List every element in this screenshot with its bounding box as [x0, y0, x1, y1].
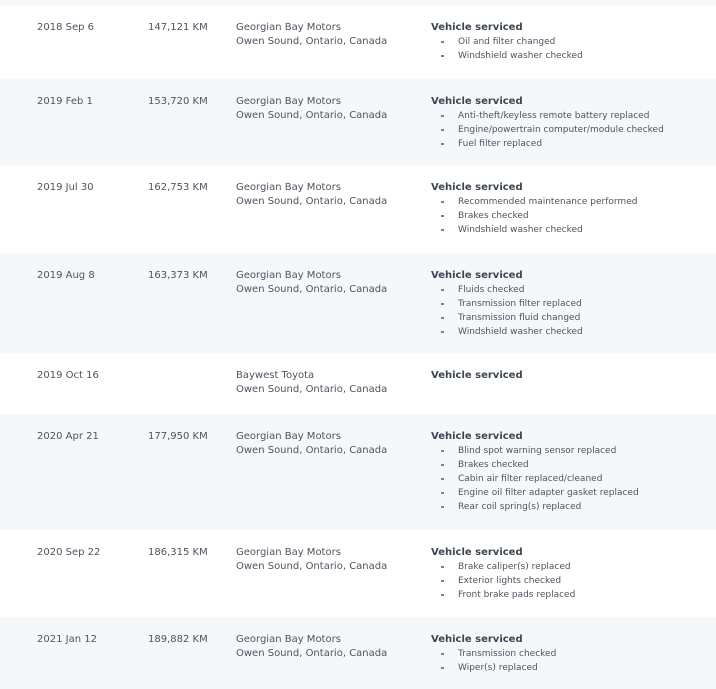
- record-date: 2020 Apr 21: [37, 431, 99, 442]
- record-title: Vehicle serviced: [431, 22, 523, 33]
- record-details: Vehicle serviced Transmission checked Wipe…: [431, 633, 556, 675]
- shop-name: Baywest Toyota: [236, 370, 315, 381]
- service-items: Blind spot warning sensor replaced Brakes…: [431, 444, 639, 514]
- service-item: Wiper(s) replaced: [431, 661, 556, 675]
- record-odometer: 177,950 KM: [148, 431, 208, 442]
- record-location: Georgian Bay Motors Owen Sound, Ontario, …: [236, 269, 387, 297]
- shop-city: Owen Sound, Ontario, Canada: [236, 384, 388, 395]
- record-odometer: 162,753 KM: [148, 182, 208, 193]
- service-item: Recommended maintenance performed: [431, 195, 637, 209]
- service-record-row: 2020 Sep 22 186,315 KM Georgian Bay Motors…: [0, 530, 716, 617]
- service-items: Fluids checked Transmission filter replac…: [431, 283, 583, 339]
- record-odometer: 153,720 KM: [148, 96, 208, 107]
- record-details: Vehicle serviced Brake caliper(s) replace…: [431, 546, 575, 602]
- shop-city: Owen Sound, Ontario, Canada: [236, 561, 388, 572]
- service-items: Anti-theft/keyless remote battery replac…: [431, 109, 664, 151]
- record-odometer: 186,315 KM: [148, 547, 208, 558]
- service-item: Brakes checked: [431, 458, 639, 472]
- service-item: Anti-theft/keyless remote battery replac…: [431, 109, 664, 123]
- service-record-row: 2021 Jan 12 189,882 KM Georgian Bay Motors…: [0, 617, 716, 689]
- shop-city: Owen Sound, Ontario, Canada: [236, 648, 388, 659]
- service-item: Front brake pads replaced: [431, 588, 575, 602]
- record-location: Georgian Bay Motors Owen Sound, Ontario, …: [236, 633, 387, 661]
- shop-city: Owen Sound, Ontario, Canada: [236, 196, 388, 207]
- service-items: Transmission checked Wiper(s) replaced: [431, 647, 556, 675]
- service-item: Exterior lights checked: [431, 574, 575, 588]
- record-date: 2021 Jan 12: [37, 634, 97, 645]
- service-item: Blind spot warning sensor replaced: [431, 444, 639, 458]
- service-item: Transmission checked: [431, 647, 556, 661]
- service-record-row: 2019 Oct 16 Baywest Toyota Owen Sound, Ont…: [0, 353, 716, 414]
- service-item: Rear coil spring(s) replaced: [431, 500, 639, 514]
- record-details: Vehicle serviced Recommended maintenance …: [431, 181, 637, 237]
- service-items: Oil and filter changed Windshield washer …: [431, 35, 583, 63]
- service-item: Transmission fluid changed: [431, 311, 583, 325]
- service-item: Transmission filter replaced: [431, 297, 583, 311]
- record-location: Georgian Bay Motors Owen Sound, Ontario, …: [236, 21, 387, 49]
- record-title: Vehicle serviced: [431, 547, 523, 558]
- shop-name: Georgian Bay Motors: [236, 270, 341, 281]
- service-history-list: 2018 Sep 6 147,121 KM Georgian Bay Motors O…: [0, 5, 716, 689]
- service-item: Fuel filter replaced: [431, 137, 664, 151]
- shop-name: Georgian Bay Motors: [236, 96, 341, 107]
- shop-name: Georgian Bay Motors: [236, 22, 341, 33]
- record-date: 2018 Sep 6: [37, 22, 95, 33]
- service-item: Engine oil filter adapter gasket replace…: [431, 486, 639, 500]
- record-location: Georgian Bay Motors Owen Sound, Ontario, …: [236, 430, 387, 458]
- service-item: Windshield washer checked: [431, 49, 583, 63]
- shop-name: Georgian Bay Motors: [236, 182, 341, 193]
- service-record-row: 2018 Sep 6 147,121 KM Georgian Bay Motors O…: [0, 5, 716, 79]
- record-odometer: 189,882 KM: [148, 634, 208, 645]
- shop-city: Owen Sound, Ontario, Canada: [236, 445, 388, 456]
- shop-city: Owen Sound, Ontario, Canada: [236, 284, 388, 295]
- shop-name: Georgian Bay Motors: [236, 431, 341, 442]
- record-location: Georgian Bay Motors Owen Sound, Ontario, …: [236, 95, 387, 123]
- service-item: Oil and filter changed: [431, 35, 583, 49]
- record-details: Vehicle serviced Fluids checked Transmissi…: [431, 269, 583, 339]
- service-items: Recommended maintenance performed Brakes …: [431, 195, 637, 237]
- record-title: Vehicle serviced: [431, 96, 523, 107]
- record-date: 2019 Aug 8: [37, 270, 95, 281]
- shop-name: Georgian Bay Motors: [236, 634, 341, 645]
- service-items: Brake caliper(s) replaced Exterior lights…: [431, 560, 575, 602]
- service-item: Windshield washer checked: [431, 325, 583, 339]
- record-location: Georgian Bay Motors Owen Sound, Ontario, …: [236, 546, 387, 574]
- service-item: Brake caliper(s) replaced: [431, 560, 575, 574]
- service-item: Fluids checked: [431, 283, 583, 297]
- record-date: 2019 Feb 1: [37, 96, 93, 107]
- service-record-row: 2019 Aug 8 163,373 KM Georgian Bay Motors O…: [0, 253, 716, 353]
- shop-city: Owen Sound, Ontario, Canada: [236, 110, 388, 121]
- service-item: Brakes checked: [431, 209, 637, 223]
- record-date: 2019 Jul 30: [37, 182, 94, 193]
- service-record-row: 2020 Apr 21 177,950 KM Georgian Bay Motors…: [0, 414, 716, 530]
- record-location: Georgian Bay Motors Owen Sound, Ontario, …: [236, 181, 387, 209]
- service-item: Cabin air filter replaced/cleaned: [431, 472, 639, 486]
- service-record-row: 2019 Feb 1 153,720 KM Georgian Bay Motors O…: [0, 79, 716, 165]
- shop-city: Owen Sound, Ontario, Canada: [236, 36, 388, 47]
- record-details: Vehicle serviced Anti-theft/keyless remot…: [431, 95, 664, 151]
- record-title: Vehicle serviced: [431, 270, 523, 281]
- record-date: 2020 Sep 22: [37, 547, 101, 558]
- record-details: Vehicle serviced: [431, 369, 523, 383]
- record-details: Vehicle serviced Oil and filter changed Wi…: [431, 21, 583, 63]
- record-date: 2019 Oct 16: [37, 370, 99, 381]
- record-odometer: 163,373 KM: [148, 270, 208, 281]
- service-record-row: 2019 Jul 30 162,753 KM Georgian Bay Motors…: [0, 165, 716, 253]
- top-strip: [0, 0, 716, 5]
- record-title: Vehicle serviced: [431, 370, 523, 381]
- record-location: Baywest Toyota Owen Sound, Ontario, Canad…: [236, 369, 387, 397]
- shop-name: Georgian Bay Motors: [236, 547, 341, 558]
- record-title: Vehicle serviced: [431, 431, 523, 442]
- service-item: Engine/powertrain computer/module checke…: [431, 123, 664, 137]
- record-title: Vehicle serviced: [431, 634, 523, 645]
- record-title: Vehicle serviced: [431, 182, 523, 193]
- record-details: Vehicle serviced Blind spot warning senso…: [431, 430, 639, 514]
- service-item: Windshield washer checked: [431, 223, 637, 237]
- record-odometer: 147,121 KM: [148, 22, 208, 33]
